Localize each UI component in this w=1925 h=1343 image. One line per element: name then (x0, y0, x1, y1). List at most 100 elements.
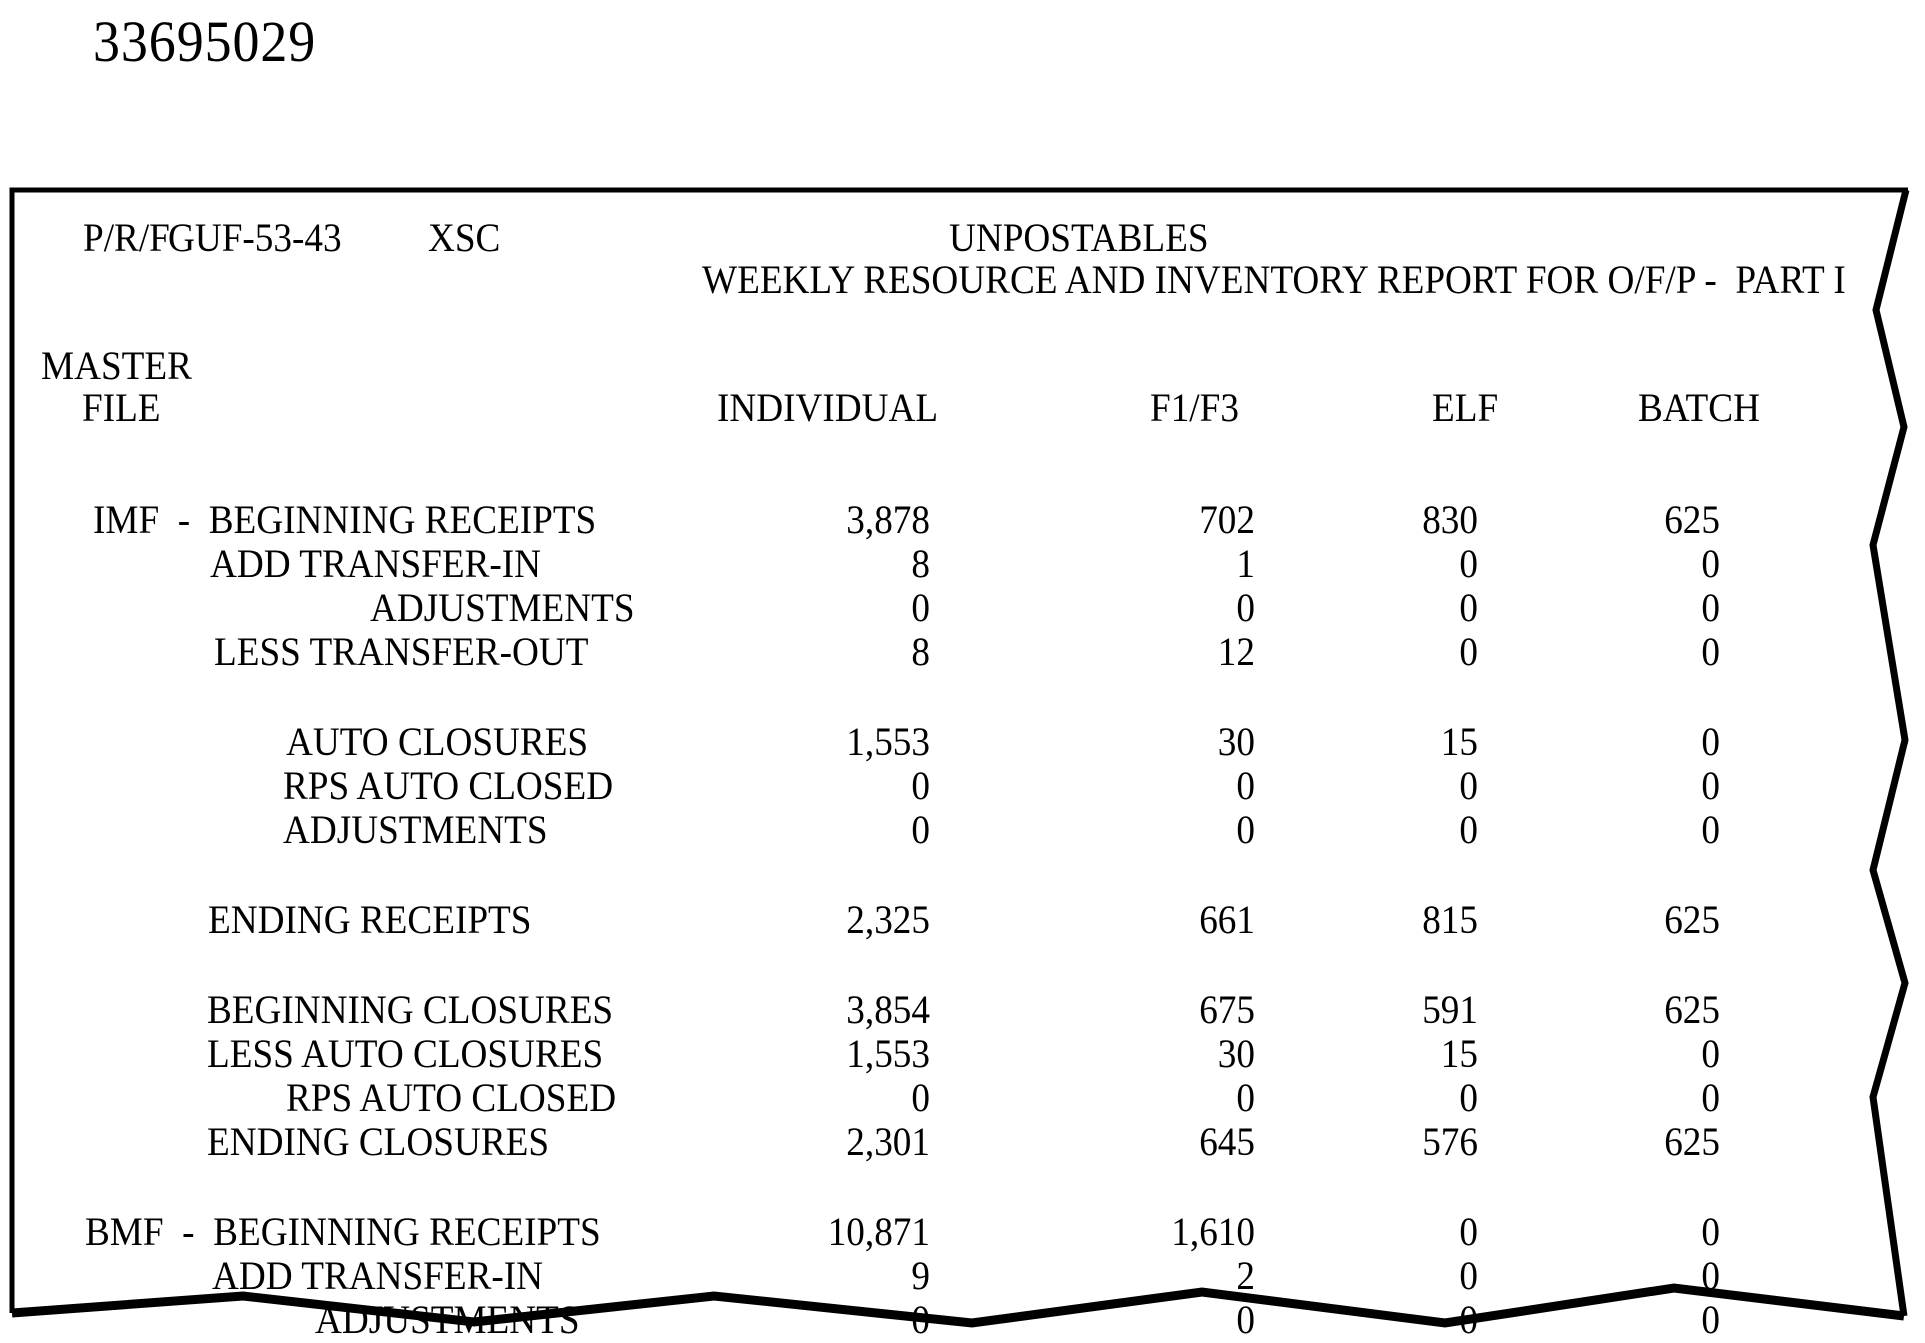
cell-value: 1,553 (846, 719, 930, 764)
cell-value: 0 (1701, 763, 1720, 808)
cell-value: 0 (1701, 719, 1720, 764)
cell-value: 0 (1459, 629, 1478, 674)
cell-value: 625 (1664, 497, 1720, 542)
row-label: ADJUSTMENTS (370, 585, 635, 630)
cell-value: 1 (1236, 541, 1255, 586)
master-file-label-line2: FILE (82, 385, 161, 430)
cell-value: 625 (1664, 897, 1720, 942)
cell-value: 625 (1664, 987, 1720, 1032)
column-header-individual: INDIVIDUAL (717, 385, 939, 430)
cell-value: 3,854 (846, 987, 930, 1032)
cell-value: 0 (1459, 541, 1478, 586)
row-label: ADD TRANSFER-IN (212, 1253, 544, 1298)
table-row: ENDING RECEIPTS 2,325 661 815 625 (0, 898, 1925, 942)
column-header-elf: ELF (1432, 385, 1499, 430)
cell-value: 9 (911, 1253, 930, 1298)
cell-value: 675 (1199, 987, 1255, 1032)
cell-value: 645 (1199, 1119, 1255, 1164)
table-row: ADD TRANSFER-IN 9 2 0 0 (0, 1254, 1925, 1298)
cell-value: 12 (1217, 629, 1255, 674)
cell-value: 0 (911, 585, 930, 630)
row-label: RPS AUTO CLOSED (283, 763, 614, 808)
table-row: RPS AUTO CLOSED 0 0 0 0 (0, 1076, 1925, 1120)
cell-value: 0 (1701, 1253, 1720, 1298)
table-row: BEGINNING CLOSURES 3,854 675 591 625 (0, 988, 1925, 1032)
cell-value: 0 (1459, 1209, 1478, 1254)
row-label: RPS AUTO CLOSED (286, 1075, 617, 1120)
column-header-f1f3: F1/F3 (1150, 385, 1239, 430)
cell-value: 0 (911, 763, 930, 808)
table-row: IMF - BEGINNING RECEIPTS 3,878 702 830 625 (0, 498, 1925, 542)
table-row: BMF - BEGINNING RECEIPTS 10,871 1,610 0 0 (0, 1210, 1925, 1254)
cell-value: 625 (1664, 1119, 1720, 1164)
cell-value: 0 (1236, 763, 1255, 808)
cell-value: 0 (1701, 1075, 1720, 1120)
table-row: LESS TRANSFER-OUT 8 12 0 0 (0, 630, 1925, 674)
row-label: BEGINNING CLOSURES (207, 987, 614, 1032)
table-row: ADD TRANSFER-IN 8 1 0 0 (0, 542, 1925, 586)
cell-value: 0 (911, 807, 930, 852)
cell-value: 0 (1236, 1297, 1255, 1342)
row-label: ADD TRANSFER-IN (210, 541, 542, 586)
cell-value: 0 (1701, 629, 1720, 674)
cell-value: 0 (1459, 1253, 1478, 1298)
cell-value: 0 (911, 1297, 930, 1342)
cell-value: 8 (911, 629, 930, 674)
cell-value: 10,871 (827, 1209, 930, 1254)
cell-value: 0 (1459, 1075, 1478, 1120)
row-label: AUTO CLOSURES (286, 719, 589, 764)
stamp-number-text: 33695029 (93, 9, 317, 74)
row-label: BMF - BEGINNING RECEIPTS (85, 1209, 601, 1254)
report-subtitle: WEEKLY RESOURCE AND INVENTORY REPORT FOR… (702, 257, 1846, 302)
cell-value: 0 (1459, 763, 1478, 808)
cell-value: 0 (911, 1075, 930, 1120)
table-row: ENDING CLOSURES 2,301 645 576 625 (0, 1120, 1925, 1164)
cell-value: 0 (1459, 585, 1478, 630)
row-label: ENDING RECEIPTS (208, 897, 532, 942)
table-row: ADJUSTMENTS 0 0 0 0 (0, 1298, 1925, 1342)
table-row: ADJUSTMENTS 0 0 0 0 (0, 586, 1925, 630)
cell-value: 830 (1422, 497, 1478, 542)
cell-value: 1,610 (1171, 1209, 1255, 1254)
cell-value: 0 (1459, 1297, 1478, 1342)
cell-value: 0 (1236, 807, 1255, 852)
table-row: RPS AUTO CLOSED 0 0 0 0 (0, 764, 1925, 808)
row-label: LESS TRANSFER-OUT (214, 629, 589, 674)
cell-value: 2 (1236, 1253, 1255, 1298)
cell-value: 2,301 (846, 1119, 930, 1164)
cell-value: 591 (1422, 987, 1478, 1032)
cell-value: 661 (1199, 897, 1255, 942)
cell-value: 815 (1422, 897, 1478, 942)
table-row: AUTO CLOSURES 1,553 30 15 0 (0, 720, 1925, 764)
stamp-number: 33695029 (85, 0, 333, 72)
table-row: ADJUSTMENTS 0 0 0 0 (0, 808, 1925, 852)
cell-value: 8 (911, 541, 930, 586)
cell-value: 1,553 (846, 1031, 930, 1076)
cell-value: 15 (1440, 1031, 1478, 1076)
report-ref-xsc: XSC (428, 215, 501, 260)
cell-value: 2,325 (846, 897, 930, 942)
cell-value: 30 (1217, 719, 1255, 764)
cell-value: 15 (1440, 719, 1478, 764)
cell-value: 0 (1701, 541, 1720, 586)
cell-value: 0 (1701, 807, 1720, 852)
cell-value: 0 (1701, 585, 1720, 630)
cell-value: 30 (1217, 1031, 1255, 1076)
row-label: ADJUSTMENTS (283, 807, 548, 852)
cell-value: 702 (1199, 497, 1255, 542)
cell-value: 576 (1422, 1119, 1478, 1164)
cell-value: 0 (1701, 1297, 1720, 1342)
row-label: IMF - BEGINNING RECEIPTS (93, 497, 597, 542)
cell-value: 0 (1459, 807, 1478, 852)
table-row: LESS AUTO CLOSURES 1,553 30 15 0 (0, 1032, 1925, 1076)
row-label: ENDING CLOSURES (207, 1119, 550, 1164)
row-label: ADJUSTMENTS (315, 1297, 580, 1342)
cell-value: 0 (1701, 1031, 1720, 1076)
row-label: LESS AUTO CLOSURES (207, 1031, 604, 1076)
cell-value: 0 (1236, 585, 1255, 630)
report-ref-code: GUF-53-43 (168, 215, 342, 260)
column-header-batch: BATCH (1638, 385, 1760, 430)
cell-value: 0 (1701, 1209, 1720, 1254)
cell-value: 3,878 (846, 497, 930, 542)
